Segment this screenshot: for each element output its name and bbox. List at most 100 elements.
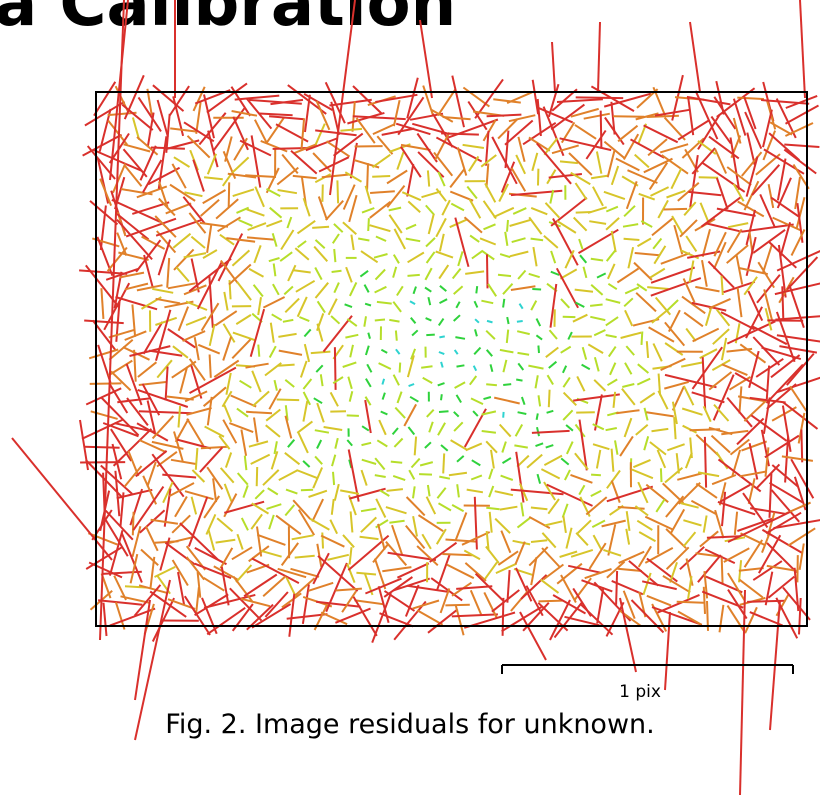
residual-vector — [139, 509, 166, 534]
residual-vector — [199, 221, 229, 228]
residual-vector — [381, 127, 415, 136]
residual-vector — [764, 571, 774, 606]
residual-vector — [292, 174, 317, 180]
residual-vector — [261, 549, 282, 558]
residual-vector — [486, 383, 498, 387]
residual-vector — [721, 363, 748, 377]
residual-vector — [184, 490, 214, 501]
residual-vector — [297, 240, 307, 249]
residual-vector — [562, 391, 578, 407]
residual-vector — [766, 542, 798, 574]
residual-vector — [102, 422, 139, 438]
residual-vector — [302, 378, 313, 390]
residual-vector — [239, 139, 272, 157]
residual-vector — [650, 277, 702, 297]
residual-vector — [483, 591, 498, 618]
residual-vector — [530, 506, 548, 511]
scale-bar — [501, 664, 794, 674]
residual-vector — [516, 330, 530, 336]
residual-vector — [451, 613, 498, 618]
residual-vector — [441, 199, 451, 216]
residual-vector — [519, 483, 529, 502]
residual-vector — [683, 519, 702, 527]
residual-vector — [330, 498, 335, 515]
residual-vector — [196, 571, 202, 598]
residual-vector — [649, 267, 666, 279]
residual-vector — [663, 207, 688, 211]
residual-vector — [348, 194, 358, 223]
residual-vector — [203, 176, 223, 181]
residual-vector — [664, 342, 684, 356]
residual-vector — [284, 452, 301, 466]
residual-vector — [575, 96, 624, 100]
residual-vector — [648, 162, 669, 190]
residual-vector — [331, 454, 337, 467]
residual-vector — [574, 288, 594, 293]
residual-vector — [572, 313, 588, 323]
residual-vector — [437, 502, 452, 512]
residual-vector — [213, 359, 240, 378]
residual-vector — [741, 440, 768, 452]
residual-vector — [278, 332, 297, 338]
residual-vector — [162, 481, 174, 504]
residual-vector — [637, 123, 648, 145]
residual-vector — [333, 282, 340, 294]
residual-vector — [624, 309, 634, 327]
residual-vector — [216, 517, 234, 532]
residual-vector — [749, 396, 786, 404]
residual-vector — [795, 196, 806, 229]
residual-vector — [352, 596, 378, 637]
residual-vector — [232, 331, 256, 342]
residual-vector — [183, 121, 215, 143]
residual-vector — [386, 169, 408, 185]
residual-vector — [531, 429, 570, 434]
residual-vector — [154, 215, 177, 238]
residual-vector — [581, 363, 591, 371]
residual-vector — [197, 343, 221, 355]
residual-vector — [565, 424, 574, 432]
residual-vector — [465, 270, 485, 275]
residual-vector — [528, 272, 540, 279]
residual-vector — [789, 385, 808, 412]
residual-vector — [165, 202, 192, 215]
residual-vector — [323, 426, 343, 431]
residual-vector — [692, 327, 720, 343]
residual-vector — [499, 505, 518, 511]
residual-vector — [348, 547, 353, 565]
residual-vector — [167, 282, 196, 290]
residual-vector — [762, 397, 771, 434]
residual-vector — [363, 284, 370, 293]
residual-vector — [745, 156, 759, 197]
residual-vector — [500, 474, 514, 481]
residual-vector — [528, 364, 544, 370]
residual-vector — [625, 511, 631, 532]
residual-vector — [738, 386, 743, 414]
residual-vector — [344, 171, 363, 183]
residual-vector — [583, 112, 610, 120]
residual-vector — [123, 74, 145, 120]
residual-vector — [738, 267, 769, 276]
residual-vector — [380, 348, 388, 354]
residual-vector — [491, 136, 518, 185]
residual-vector — [456, 364, 465, 368]
residual-vector — [798, 597, 802, 635]
residual-vector — [631, 468, 654, 480]
residual-vector — [285, 488, 298, 495]
residual-vector — [713, 241, 727, 270]
residual-vector — [340, 127, 363, 132]
residual-vector — [122, 148, 148, 178]
residual-vector — [246, 236, 274, 241]
residual-vector — [637, 363, 650, 374]
residual-vector — [677, 472, 703, 481]
residual-vector — [745, 209, 756, 246]
residual-vector — [202, 386, 227, 407]
residual-vector — [570, 107, 599, 118]
residual-vector — [645, 341, 650, 358]
residual-vector — [592, 186, 604, 207]
residual-vector — [119, 271, 145, 279]
residual-vector — [787, 527, 816, 547]
residual-vector — [666, 443, 685, 452]
residual-vector — [135, 239, 162, 273]
residual-vector — [464, 562, 487, 582]
residual-vector — [710, 115, 732, 144]
